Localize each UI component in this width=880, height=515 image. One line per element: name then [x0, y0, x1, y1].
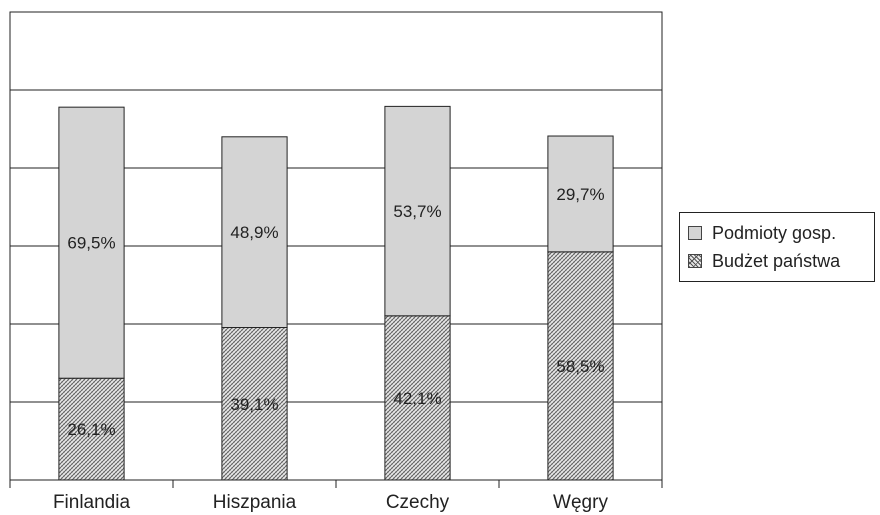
x-tick-label: Węgry — [553, 492, 608, 513]
data-label: 42,1% — [393, 389, 441, 408]
x-axis: Finlandia Hiszpania Czechy Węgry — [9, 480, 663, 513]
bar-segment — [384, 105, 451, 317]
bar-segment — [221, 136, 288, 329]
x-tick-label: Hiszpania — [213, 492, 297, 513]
data-label: 69,5% — [67, 234, 115, 253]
x-tick-label: Czechy — [386, 492, 450, 513]
data-label: 58,5% — [556, 357, 604, 376]
bar-segment — [58, 106, 125, 379]
legend: Podmioty gosp. Budżet państwa — [679, 212, 875, 282]
legend-swatch-gray — [688, 226, 702, 240]
bar-segment — [547, 251, 614, 481]
legend-swatch-hatch — [688, 254, 702, 268]
data-label: 53,7% — [393, 202, 441, 221]
data-label: 29,7% — [556, 185, 604, 204]
bar-segment — [384, 315, 451, 481]
legend-label: Podmioty gosp. — [712, 222, 837, 243]
bar-segment — [221, 327, 288, 481]
data-label: 48,9% — [230, 223, 278, 242]
bar-segment — [547, 135, 614, 253]
data-label: 26,1% — [67, 420, 115, 439]
legend-label: Budżet państwa — [712, 250, 841, 271]
data-label: 39,1% — [230, 395, 278, 414]
bars: 26,1% 69,5% 39,1% 48,9% 42,1% 53,7% 58,5% 29,7% — [58, 105, 614, 481]
x-tick-label: Finlandia — [53, 492, 131, 513]
legend-item-budzet: Budżet państwa — [688, 247, 866, 275]
legend-item-podmioty: Podmioty gosp. — [688, 219, 866, 247]
bar-segment — [58, 377, 125, 481]
